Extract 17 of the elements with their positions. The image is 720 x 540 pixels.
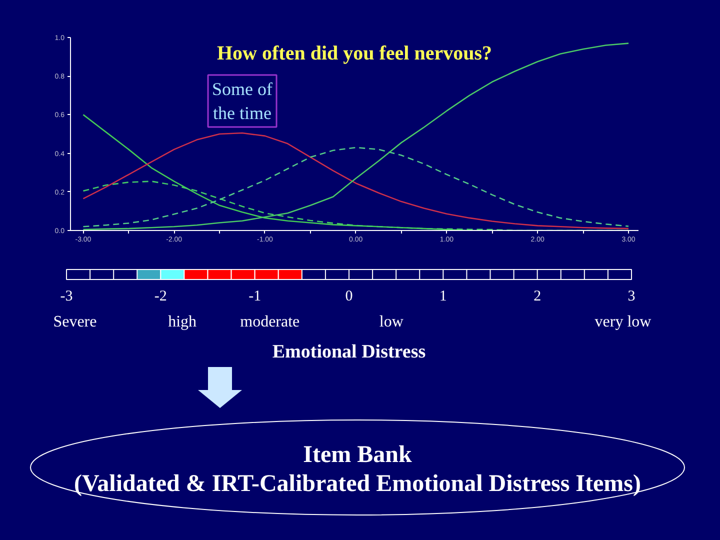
annotation: Severe xyxy=(53,314,97,330)
annotation: low xyxy=(379,314,404,330)
x-tick-label: 2 xyxy=(534,288,542,304)
annotation: high xyxy=(168,314,197,330)
x-tick-label: -1 xyxy=(248,288,262,304)
x-tick-label: -3 xyxy=(60,288,73,304)
x-axis-title: Emotional Distress xyxy=(272,342,426,362)
annotation: very low xyxy=(594,314,652,330)
text: Item Bank xyxy=(303,442,412,468)
series-label: Some of the time xyxy=(212,79,273,124)
x-tick-label: 0 xyxy=(345,288,353,304)
x-tick-label: -2 xyxy=(154,288,167,304)
text: (Validated & IRT-Calibrated Emotional Distress Items) xyxy=(74,471,641,497)
chart-title: How often did you feel nervous? xyxy=(217,42,492,64)
x-tick-label: 1 xyxy=(439,288,447,304)
x-tick-label: 3 xyxy=(628,288,636,304)
annotation: moderate xyxy=(240,314,300,330)
